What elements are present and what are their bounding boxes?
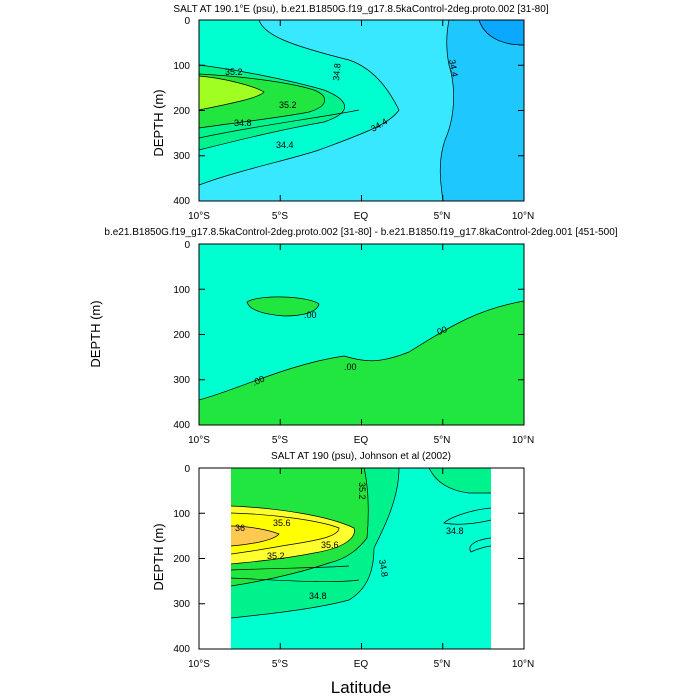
contour-label-3-2: 36: [235, 523, 245, 533]
contour-3-e: [230, 525, 280, 547]
panel-1-xtick-3: 5°N: [434, 211, 451, 222]
panel-3-xticks: 10°S 5°S EQ 5°N 10°N: [188, 659, 534, 670]
contour-3-b: [230, 468, 369, 587]
panel-3-data-region: 35.2 35.6 36 35.6 35.2 34.8 34.8 34.8: [230, 468, 492, 649]
panel-2-xticks: 10°S 5°S EQ 5°N 10°N: [188, 435, 534, 446]
fill-1-0: [440, 20, 524, 201]
panel-1-ytick-2: 200: [173, 106, 190, 117]
contour-1-c: [199, 75, 265, 111]
panel-1-title: SALT AT 190.1°E (psu), b.e21.B1850G.f19_…: [173, 4, 548, 15]
panel-2-ytick-0: 0: [184, 240, 190, 251]
panel-2-title: b.e21.B1850G.f19_g17.8.5kaControl-2deg.p…: [104, 227, 617, 238]
panel-3-ylabel: DEPTH (m): [151, 523, 166, 590]
panel-3-xtick-4: 10°N: [512, 659, 534, 670]
panel-2: b.e21.B1850G.f19_g17.8.5kaControl-2deg.p…: [88, 227, 618, 446]
panel-1-xtick-4: 10°N: [512, 211, 534, 222]
panel-3-ytick-4: 400: [173, 644, 190, 655]
panel-1-xtick-2: EQ: [354, 211, 369, 222]
panel-2-xtick-0: 10°S: [188, 435, 210, 446]
panel-2-ytick-2: 200: [173, 330, 190, 341]
contour-label-1-3: 34.8: [331, 63, 342, 81]
contour-3-f: [428, 468, 491, 494]
contour-3-c: [230, 505, 355, 565]
contour-label-1-4: 34.4: [276, 140, 294, 150]
contour-3-h: [469, 537, 492, 553]
contour-3-d: [230, 512, 340, 555]
contour-1-e: [199, 109, 360, 139]
contour-3-g: [443, 507, 492, 525]
panel-3-ytick-0: 0: [184, 464, 190, 475]
panel-2-xtick-4: 10°N: [512, 435, 534, 446]
panel-3-xtick-3: 5°N: [434, 659, 451, 670]
panel-1-yticks: 0 100 200 300 400: [173, 16, 190, 207]
x-axis-label: Latitude: [331, 678, 392, 697]
panel-2-xtick-3: 5°N: [434, 435, 451, 446]
panel-2-ytick-3: 300: [173, 375, 190, 386]
panel-1-xticks: 10°S 5°S EQ 5°N 10°N: [188, 211, 534, 222]
contour-label-3-6: 34.8: [377, 559, 390, 578]
panel-2-ytick-1: 100: [173, 285, 190, 296]
panel-2-xtick-2: EQ: [354, 435, 369, 446]
contour-label-2-0: .00: [304, 310, 317, 320]
panel-2-tick-marks: [198, 243, 525, 426]
panel-3: SALT AT 190 (psu), Johnson et al (2002) …: [151, 451, 534, 670]
contour-label-3-7: 34.8: [309, 591, 327, 601]
panel-1-xtick-0: 10°S: [188, 211, 210, 222]
fill-2-2: [247, 296, 319, 316]
contour-3-a: [230, 468, 400, 619]
panel-2-yticks: 0 100 200 300 400: [173, 240, 190, 431]
panel-3-plot: 35.2 35.6 36 35.6 35.2 34.8 34.8 34.8: [199, 468, 524, 649]
contour-label-2-2: .00: [344, 362, 357, 372]
contour-label-2-1: .00: [433, 324, 448, 338]
panel-1-plot: 35.2 35.2 34.8 34.8 34.4 34.4 34.4: [199, 20, 524, 201]
panel-3-ytick-1: 100: [173, 509, 190, 520]
panel-3-xtick-1: 5°S: [272, 659, 289, 670]
fill-1-5: [199, 76, 264, 110]
contour-3-i: [230, 565, 350, 571]
panel-1-ytick-3: 300: [173, 151, 190, 162]
panel-3-ytick-2: 200: [173, 554, 190, 565]
fill-3-5: [231, 526, 279, 546]
panel-3-title: SALT AT 190 (psu), Johnson et al (2002): [271, 451, 451, 462]
contour-label-1-6: 34.4: [447, 59, 460, 78]
panel-1: SALT AT 190.1°E (psu), b.e21.B1850G.f19_…: [151, 4, 549, 222]
panel-3-yticks: 0 100 200 300 400: [173, 464, 190, 655]
fill-1-dark: [478, 20, 524, 46]
fill-3-4: [231, 513, 339, 554]
panel-1-xtick-1: 5°S: [272, 211, 289, 222]
contour-label-3-1: 35.6: [273, 518, 291, 528]
contour-label-1-0: 35.2: [225, 67, 243, 77]
contour-label-1-1: 35.2: [279, 100, 297, 110]
fill-3-1b: [429, 468, 491, 493]
contour-label-1-2: 34.8: [234, 118, 252, 128]
panel-2-plot: .00 .00 .00 .00: [199, 244, 524, 425]
panel-1-ytick-1: 100: [173, 61, 190, 72]
contour-label-3-5: 34.8: [446, 526, 464, 536]
panel-3-ytick-3: 300: [173, 599, 190, 610]
contour-2-a: [199, 300, 524, 401]
contour-label-3-3: 35.6: [321, 540, 339, 550]
panel-2-ytick-4: 400: [173, 420, 190, 431]
panel-1-tick-marks: [198, 19, 525, 202]
contour-label-3-4: 35.2: [267, 551, 285, 561]
contour-label-2-3: .00: [251, 373, 267, 387]
panel-3-tick-marks: [198, 467, 525, 650]
contour-1-b: [199, 73, 325, 129]
contour-1-d: [199, 20, 400, 186]
contour-1-f: [439, 20, 454, 201]
panel-1-ytick-4: 400: [173, 196, 190, 207]
panel-1-ylabel: DEPTH (m): [151, 89, 166, 156]
contour-2-b: [246, 296, 320, 317]
contour-3-j: [230, 577, 360, 583]
panel-2-ylabel: DEPTH (m): [88, 300, 103, 367]
panel-3-xtick-2: EQ: [354, 659, 369, 670]
panel-2-xtick-1: 5°S: [272, 435, 289, 446]
contour-1-a: [199, 64, 345, 151]
contour-label-3-0: 35.2: [357, 482, 367, 500]
panel-1-ytick-0: 0: [184, 16, 190, 27]
panel-3-xtick-0: 10°S: [188, 659, 210, 670]
